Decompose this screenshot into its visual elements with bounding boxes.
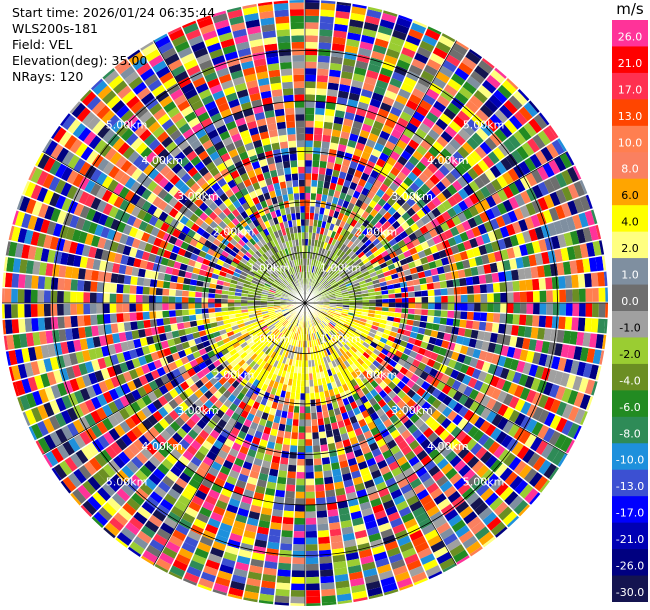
azimuth-radial	[153, 40, 306, 304]
elevation-label: Elevation(deg): 35.00	[12, 53, 148, 68]
range-ring-label: 2.00km	[213, 226, 255, 239]
azimuth-radial	[304, 40, 457, 304]
range-ring-label: 5.00km	[106, 119, 148, 132]
colorbar-tick-label: -21.0	[616, 533, 644, 546]
colorbar-swatch	[612, 416, 648, 444]
range-ring-label: 3.00km	[391, 404, 433, 417]
range-ring-label: 4.00km	[141, 154, 183, 167]
azimuth-radial	[304, 302, 457, 566]
colorbar-tick-label: 8.0	[621, 163, 639, 176]
colorbar-tick-label: 6.0	[621, 189, 639, 202]
range-ring-label: 3.00km	[177, 404, 219, 417]
azimuth-radial	[42, 302, 306, 455]
colorbar-swatch	[612, 258, 648, 286]
colorbar-tick-label: 1.0	[621, 269, 639, 282]
colorbar-tick-label: -26.0	[616, 560, 644, 573]
colorbar-tick-label: 2.0	[621, 242, 639, 255]
range-ring-label: 3.00km	[391, 190, 433, 203]
colorbar-swatch	[612, 152, 648, 180]
colorbar-tick-label: -13.0	[616, 480, 644, 493]
colorbar-swatch	[612, 99, 648, 127]
colorbar-swatch	[612, 178, 648, 206]
range-ring-label: 4.00km	[427, 154, 469, 167]
colorbar-tick-label: -8.0	[619, 427, 640, 440]
range-ring-label: 4.00km	[141, 440, 183, 453]
range-ring-label: 1.00km	[249, 261, 291, 274]
colorbar-tick-label: 13.0	[618, 110, 643, 123]
range-ring-label: 5.00km	[463, 476, 505, 489]
colorbar-tick-label: -4.0	[619, 374, 640, 387]
colorbar-swatch	[612, 363, 648, 391]
colorbar-tick-label: -6.0	[619, 401, 640, 414]
range-ring-label: 2.00km	[213, 368, 255, 381]
colorbar-swatch	[612, 337, 648, 365]
colorbar-tick-label: 0.0	[621, 295, 639, 308]
colorbar-swatch	[612, 549, 648, 577]
start-time-label: Start time: 2026/01/24 06:35:44	[12, 5, 216, 20]
colorbar-swatch	[612, 231, 648, 259]
colorbar-swatch	[612, 72, 648, 100]
colorbar-swatch	[612, 522, 648, 550]
azimuth-radials	[2, 0, 608, 606]
colorbar-swatch	[612, 496, 648, 524]
range-ring-label: 1.00km	[320, 333, 362, 346]
range-ring-label: 5.00km	[463, 119, 505, 132]
colorbar-swatch	[612, 20, 648, 47]
colorbar-swatch	[612, 469, 648, 497]
colorbar-tick-label: -10.0	[616, 454, 644, 467]
nrays-label: NRays: 120	[12, 69, 84, 84]
colorbar-tick-label: 17.0	[618, 83, 643, 96]
range-ring-label: 1.00km	[320, 261, 362, 274]
range-ring-label: 4.00km	[427, 440, 469, 453]
colorbar-swatch	[612, 443, 648, 471]
colorbar-swatch	[612, 311, 648, 338]
colorbar-tick-label: -30.0	[616, 586, 644, 599]
colorbar-swatch	[612, 205, 648, 233]
ppi-scan-plot: 1.00km 2.00km 3.00km 4.00km 5.00km 1.00km 2.00…	[2, 0, 608, 606]
colorbar-swatch	[612, 575, 648, 602]
colorbar: 26.0 21.0 17.0 13.0 10.0 8.0 6.0 4.0 2.0 1.0 0.0 -1…	[612, 20, 648, 602]
range-ring-label: 1.00km	[249, 333, 291, 346]
range-ring-label: 2.00km	[356, 368, 398, 381]
colorbar-tick-label: -1.0	[619, 322, 640, 335]
colorbar-swatch	[612, 46, 648, 74]
range-ring-label: 2.00km	[356, 226, 398, 239]
colorbar-tick-label: -17.0	[616, 507, 644, 520]
instrument-label: WLS200s-181	[12, 21, 98, 36]
azimuth-radial	[153, 302, 306, 566]
azimuth-radial	[42, 151, 306, 304]
colorbar-tick-label: 10.0	[618, 136, 643, 149]
azimuth-radial	[304, 151, 568, 304]
colorbar-tick-label: 26.0	[618, 31, 643, 44]
range-ring-label: 3.00km	[177, 190, 219, 203]
colorbar-swatch	[612, 125, 648, 153]
azimuth-radial	[304, 302, 568, 455]
range-ring-label: 5.00km	[106, 476, 148, 489]
colorbar-tick-label: 4.0	[621, 216, 639, 229]
colorbar-swatch	[612, 284, 648, 312]
range-ring-labels: 1.00km 2.00km 3.00km 4.00km 5.00km 1.00km 2.00…	[106, 119, 505, 489]
colorbar-tick-label: -2.0	[619, 348, 640, 361]
colorbar-unit-label: m/s	[616, 0, 644, 18]
colorbar-swatch	[612, 390, 648, 418]
field-label: Field: VEL	[12, 37, 73, 52]
colorbar-tick-label: 21.0	[618, 57, 643, 70]
